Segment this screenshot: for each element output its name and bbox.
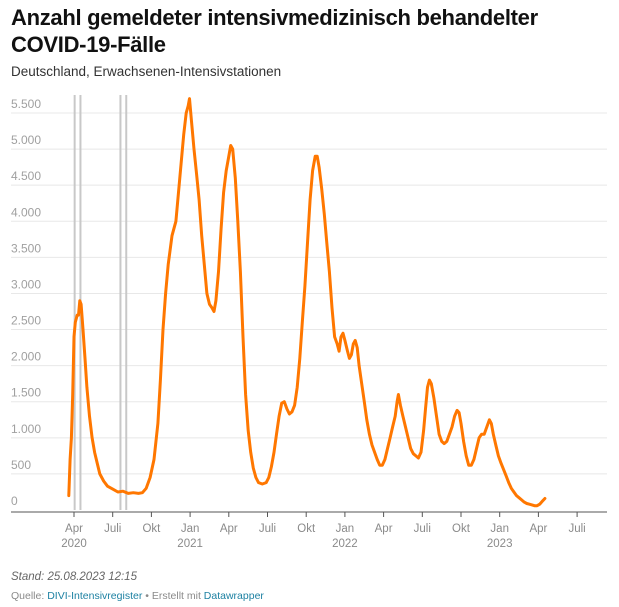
y-tick-label: 5.000 bbox=[11, 133, 41, 147]
created-label: Erstellt mit bbox=[151, 590, 201, 602]
y-tick-label: 0 bbox=[11, 494, 18, 508]
chart-subtitle: Deutschland, Erwachsenen-Intensivstation… bbox=[11, 64, 282, 79]
line-chart: 0 500 1.000 1.500 2.000 2.500 3.000 3.500 4.000 4… bbox=[11, 95, 607, 550]
y-tick-label: 4.500 bbox=[11, 169, 41, 183]
x-tick-label: Juli bbox=[568, 523, 585, 535]
x-axis: Apr 2020 Juli Okt Jan 2021 Apr Juli Okt Jan 2022 Ap… bbox=[11, 511, 607, 550]
x-tick-label: Juli bbox=[259, 523, 276, 535]
x-tick-year: 2023 bbox=[487, 538, 513, 550]
y-tick-label: 3.000 bbox=[11, 277, 41, 291]
x-tick-year: 2020 bbox=[61, 538, 87, 550]
x-tick-label: Jan bbox=[490, 523, 509, 535]
y-tick-label: 3.500 bbox=[11, 241, 41, 255]
x-tick-label: Okt bbox=[297, 523, 316, 535]
separator: • bbox=[145, 590, 149, 602]
y-tick-label: 5.500 bbox=[11, 97, 41, 111]
chart-title: Anzahl gemeldeter intensivmedizinisch be… bbox=[11, 5, 538, 57]
x-tick-label: Jan bbox=[181, 523, 200, 535]
y-tick-label: 4.000 bbox=[11, 205, 41, 219]
x-tick-label: Apr bbox=[375, 523, 393, 535]
source-line: Quelle: DIVI-Intensivregister • Erstellt… bbox=[11, 590, 264, 602]
y-tick-label: 2.000 bbox=[11, 350, 41, 364]
datawrapper-link[interactable]: Datawrapper bbox=[203, 590, 264, 602]
grid-layer: 0 500 1.000 1.500 2.000 2.500 3.000 3.500 4.000 4… bbox=[11, 97, 607, 508]
y-tick-label: 500 bbox=[11, 458, 31, 472]
series-layer bbox=[67, 97, 547, 508]
x-tick-label: Apr bbox=[65, 523, 83, 535]
x-tick-label: Juli bbox=[104, 523, 121, 535]
x-tick-label: Okt bbox=[452, 523, 471, 535]
x-tick-year: 2022 bbox=[332, 538, 358, 550]
y-tick-label: 2.500 bbox=[11, 314, 41, 328]
y-tick-label: 1.000 bbox=[11, 422, 41, 436]
source-link[interactable]: DIVI-Intensivregister bbox=[47, 590, 143, 602]
x-tick-label: Apr bbox=[220, 523, 238, 535]
y-tick-label: 1.500 bbox=[11, 386, 41, 400]
x-tick-year: 2021 bbox=[177, 538, 203, 550]
x-tick-label: Jan bbox=[336, 523, 355, 535]
stand-timestamp: Stand: 25.08.2023 12:15 bbox=[11, 571, 137, 583]
source-label: Quelle: bbox=[11, 590, 45, 602]
reference-lines bbox=[73, 95, 128, 510]
x-tick-label: Apr bbox=[529, 523, 547, 535]
series-line bbox=[67, 97, 547, 508]
x-tick-label: Okt bbox=[142, 523, 161, 535]
x-tick-label: Juli bbox=[414, 523, 431, 535]
